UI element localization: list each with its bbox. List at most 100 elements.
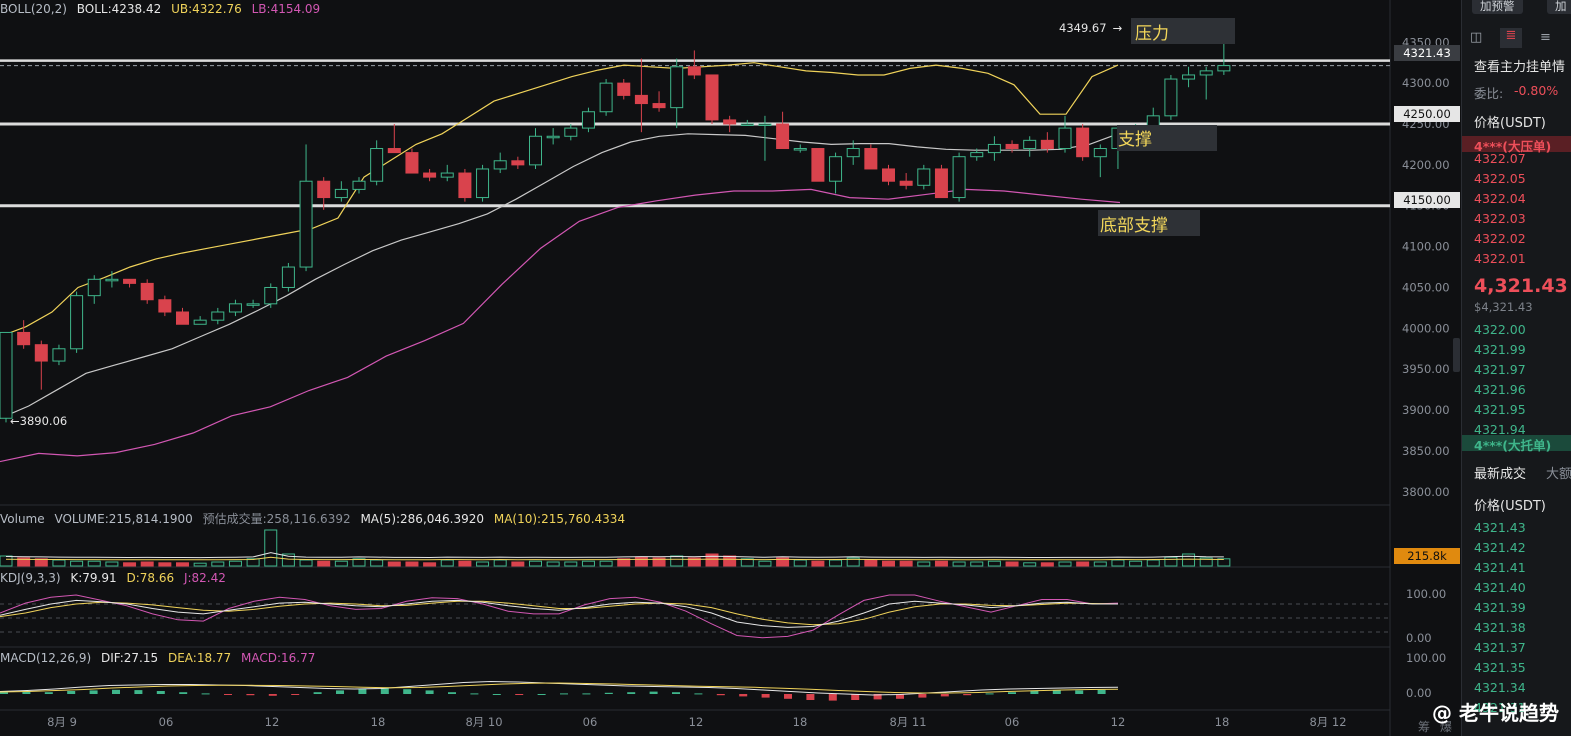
candle-body: [723, 119, 737, 125]
trade-price-row[interactable]: 4321.43: [1474, 520, 1526, 535]
candle-body: [705, 74, 719, 121]
candle-body: [1005, 143, 1019, 150]
layout-asks-icon[interactable]: ≣: [1500, 28, 1522, 48]
volume-bar: [793, 559, 807, 567]
macd-histogram-bar: [963, 694, 972, 696]
trade-price-row[interactable]: 4321.31: [1474, 700, 1526, 715]
price-tick: 3900.00: [1402, 403, 1450, 417]
volume-bar: [1005, 561, 1019, 567]
trade-price-row[interactable]: 4321.35: [1474, 660, 1526, 675]
volume-value: VOLUME:215,814.1900: [54, 512, 193, 526]
kdj-tick: 100.00: [1406, 587, 1446, 601]
macd-histogram-bar: [492, 694, 501, 695]
low-value: 3890.06: [19, 414, 68, 428]
layout-bids-icon[interactable]: ≡: [1540, 30, 1551, 45]
time-tick: 12: [1111, 715, 1126, 729]
liquidation-label[interactable]: 爆: [1440, 720, 1453, 734]
volume-bar: [52, 559, 66, 567]
macd-histogram-bar: [201, 693, 210, 695]
candle-body: [511, 160, 525, 166]
macd-histogram-bar: [268, 694, 277, 696]
price-tick: 4000.00: [1402, 321, 1450, 335]
bid-price-row[interactable]: 4321.95: [1474, 402, 1526, 417]
trade-price-row[interactable]: 4321.41: [1474, 560, 1526, 575]
trade-price-row[interactable]: 4321.34: [1474, 680, 1526, 695]
ask-price-row[interactable]: 4322.03: [1474, 211, 1526, 226]
bid-price-row[interactable]: 4321.97: [1474, 362, 1526, 377]
ask-price-row[interactable]: 4322.05: [1474, 171, 1526, 186]
price-tick: 4200.00: [1402, 158, 1450, 172]
macd-histogram-bar: [716, 694, 725, 696]
trades-tab[interactable]: 最新成交: [1474, 467, 1527, 482]
kdj-j: J:82.42: [183, 571, 226, 585]
macd-histogram-bar: [89, 690, 98, 694]
macd-histogram-bar: [403, 689, 412, 694]
trade-price-row[interactable]: 4321.37: [1474, 640, 1526, 655]
candle-body: [617, 82, 631, 96]
trade-price-row[interactable]: 4321.39: [1474, 600, 1526, 615]
macd-histogram-bar: [896, 694, 904, 699]
big-sell-order[interactable]: 4***(大压单): [1462, 136, 1571, 154]
candle-body: [1058, 127, 1072, 150]
volume-bar: [634, 556, 648, 567]
chart-area[interactable]: 4350.004300.004250.004200.004150.004100.…: [0, 0, 1460, 736]
macd-histogram-bar: [515, 694, 524, 695]
trade-price-row[interactable]: 4321.38: [1474, 620, 1526, 635]
macd-histogram-bar: [582, 693, 591, 695]
trade-price-row[interactable]: 4321.40: [1474, 580, 1526, 595]
candle-body: [758, 123, 772, 126]
ask-price-row[interactable]: 4322.01: [1474, 251, 1526, 266]
chips-label[interactable]: 筹: [1418, 720, 1431, 734]
big-buy-order[interactable]: 4***(大托单): [1462, 435, 1571, 453]
candle-body: [1093, 148, 1107, 158]
add-button[interactable]: 加: [1547, 0, 1571, 14]
ask-price-row[interactable]: 4322.02: [1474, 231, 1526, 246]
volume-bar: [1182, 553, 1196, 567]
volume-bar: [581, 560, 595, 567]
big-trades-tab[interactable]: 大额: [1546, 467, 1571, 482]
boll-middle-band: [0, 133, 1119, 419]
level-4150-tag: 4150.00: [1394, 192, 1460, 208]
depth-title[interactable]: 查看主力挂单情: [1474, 60, 1566, 75]
time-tick: 8月 11: [889, 715, 926, 729]
boll-ub-value: UB:4322.76: [171, 2, 242, 16]
candle-body: [687, 66, 701, 76]
candle-body: [405, 152, 419, 174]
macd-histogram-bar: [560, 693, 568, 695]
bid-price-row[interactable]: 4321.99: [1474, 342, 1526, 357]
bid-price-row[interactable]: 4321.96: [1474, 382, 1526, 397]
volume-bar: [1058, 561, 1072, 567]
ask-price-row[interactable]: 4322.04: [1474, 191, 1526, 206]
candle-body: [387, 148, 401, 154]
macd-histogram-bar: [537, 694, 546, 695]
macd-tick: 100.00: [1406, 651, 1446, 665]
ask-price-row[interactable]: 4322.07: [1474, 151, 1526, 166]
last-price: 4,321.43: [1474, 275, 1568, 297]
layout-both-icon[interactable]: ◫: [1470, 30, 1483, 45]
volume-bar: [1217, 558, 1231, 567]
candle-body: [105, 278, 119, 282]
price-tick: 4050.00: [1402, 280, 1450, 294]
candle-body: [1199, 70, 1213, 76]
candle-body: [264, 286, 278, 305]
macd-header: MACD(12,26,9) DIF:27.15 DEA:18.77 MACD:1…: [0, 651, 321, 665]
panel-collapse-handle[interactable]: [1453, 338, 1460, 372]
macd-histogram-bar: [22, 691, 31, 694]
macd-histogram-bar: [291, 694, 300, 695]
macd-histogram-bar: [380, 688, 389, 694]
bid-price-row[interactable]: 4321.94: [1474, 422, 1526, 437]
volume-bar: [723, 555, 737, 567]
bid-price-row[interactable]: 4322.00: [1474, 322, 1526, 337]
macd-histogram-bar: [784, 694, 792, 699]
volume-bar: [740, 558, 754, 567]
candle-body: [670, 66, 684, 109]
macd-histogram-bar: [67, 691, 76, 694]
high-value: 4349.67: [1059, 21, 1107, 35]
add-alert-button[interactable]: 加预警: [1472, 0, 1523, 14]
volume-bar: [405, 561, 419, 567]
macd-histogram-bar: [604, 692, 613, 694]
trade-price-row[interactable]: 4321.42: [1474, 540, 1526, 555]
trades-header: 价格(USDT): [1474, 499, 1546, 514]
volume-bar: [1076, 561, 1090, 567]
candlestick-chart[interactable]: 4350.004300.004250.004200.004150.004100.…: [0, 0, 1460, 736]
